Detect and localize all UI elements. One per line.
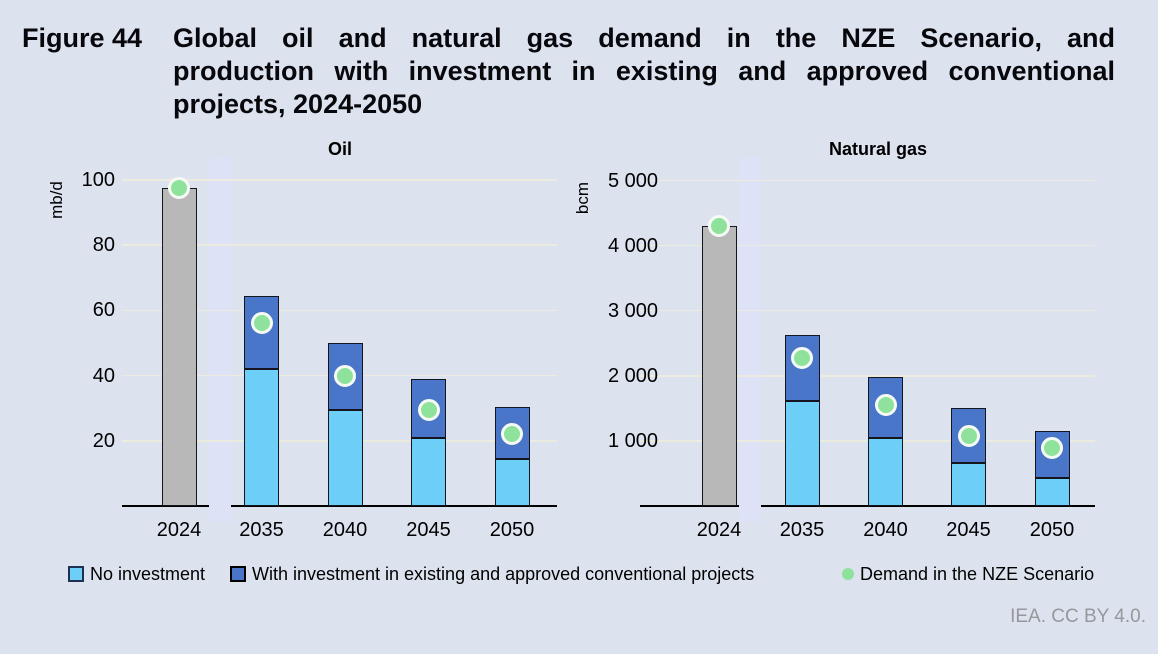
- oil-2035-no-investment-bar: [244, 369, 279, 506]
- oil-x-tick-label-2050: 2050: [489, 519, 535, 541]
- oil-y-tick-label: 20: [92, 429, 115, 452]
- oil-2050-no-investment-bar: [494, 458, 530, 506]
- natural-gas-2040-demand-dot-icon: [874, 394, 897, 417]
- natural-gas-2040-no-investment-bar: [868, 438, 903, 506]
- oil-y-tick-label: 60: [92, 299, 115, 322]
- figure-title-line-2: production with investment in existing a…: [173, 56, 1115, 86]
- oil-y-tick-label: 80: [92, 234, 115, 257]
- natural-gas-gridline: [640, 244, 1095, 247]
- with-investment-swatch-icon: [230, 566, 246, 582]
- natural-gas-2035-demand-dot-icon: [791, 346, 813, 369]
- demand-dot-icon: [842, 568, 854, 580]
- figure-title-line-3: projects, 2024-2050: [173, 89, 423, 119]
- natural-gas-2045-with-investment-bar: [951, 408, 986, 464]
- oil-x-tick-label-2040: 2040: [322, 519, 368, 541]
- natural-gas-x-tick-label-2040: 2040: [863, 519, 908, 541]
- oil-gridline: [122, 244, 557, 246]
- natural-gas-2045-no-investment-bar: [951, 463, 986, 506]
- figure-title-line-1: Global oil and natural gas demand in the…: [173, 23, 1115, 53]
- natural-gas-2035-no-investment-bar: [784, 400, 820, 506]
- oil-2024-production-bar: [161, 188, 197, 506]
- natural-gas-2024-production-bar: [701, 226, 737, 506]
- natural-gas-x-axis: [640, 505, 739, 507]
- oil-x-tick-label-2045: 2045: [406, 519, 451, 541]
- oil-x-axis: [122, 505, 209, 507]
- natural-gas-2050-demand-dot-icon: [1041, 437, 1063, 460]
- legend-label-with-investment: With investment in existing and approved…: [252, 563, 755, 584]
- natural-gas-2050-no-investment-bar: [1034, 478, 1070, 506]
- natural-gas-gridline: [640, 440, 1095, 442]
- legend-item-no-investment: No investment: [68, 563, 205, 585]
- oil-y-tick-label: 100: [81, 169, 115, 191]
- natural-gas-gridline: [640, 309, 1095, 312]
- oil-2040-no-investment-bar: [327, 409, 363, 506]
- oil-2024-demand-dot-icon: [168, 177, 190, 200]
- natural-gas-y-axis-unit-label: bcm: [573, 181, 592, 215]
- natural-gas-panel-title: Natural gas: [828, 139, 928, 159]
- legend-label-no-investment: No investment: [90, 563, 206, 584]
- natural-gas-y-tick-label: 3 000: [607, 299, 658, 322]
- oil-gridline: [122, 309, 557, 312]
- legend-item-demand: Demand in the NZE Scenario: [842, 563, 1094, 585]
- oil-x-tick-label-2024: 2024: [156, 519, 202, 541]
- natural-gas-gridline: [640, 179, 1095, 182]
- natural-gas-y-tick-label: 2 000: [607, 364, 658, 387]
- oil-y-axis-unit-label: mb/d: [47, 181, 66, 219]
- natural-gas-gridline: [640, 375, 1095, 377]
- natural-gas-x-tick-label-2035: 2035: [779, 519, 825, 541]
- legend: No investment With investment in existin…: [0, 563, 1158, 585]
- oil-2045-no-investment-bar: [411, 437, 446, 506]
- figure-title: Global oil and natural gas demand in the…: [173, 22, 1115, 121]
- natural-gas-x-axis: [761, 505, 1095, 507]
- natural-gas-2045-demand-dot-icon: [957, 424, 980, 447]
- natural-gas-x-tick-label-2050: 2050: [1029, 519, 1075, 541]
- natural-gas-period-separator-band: [739, 157, 761, 522]
- page-bottom-margin: [0, 654, 1158, 664]
- oil-x-axis: [231, 505, 557, 507]
- oil-2035-with-investment-bar: [244, 295, 279, 370]
- oil-x-tick-label-2035: 2035: [239, 519, 284, 541]
- oil-gridline: [122, 179, 557, 181]
- natural-gas-y-tick-label: 5 000: [607, 169, 658, 192]
- license-text: IEA. CC BY 4.0.: [1010, 606, 1146, 627]
- oil-y-tick-label: 40: [92, 364, 115, 387]
- natural-gas-y-tick-label: 1 000: [607, 429, 658, 452]
- natural-gas-2024-demand-dot-icon: [708, 215, 730, 238]
- legend-item-with-investment: With investment in existing and approved…: [230, 563, 754, 585]
- natural-gas-y-tick-label: 4 000: [607, 234, 658, 257]
- natural-gas-x-tick-label-2045: 2045: [946, 519, 991, 541]
- oil-panel-title: Oil: [327, 139, 352, 159]
- figure-label: Figure 44: [22, 23, 143, 53]
- oil-2050-demand-dot-icon: [501, 423, 523, 446]
- no-investment-swatch-icon: [68, 566, 84, 582]
- legend-label-demand: Demand in the NZE Scenario: [860, 563, 1095, 584]
- oil-period-separator-band: [209, 157, 231, 522]
- oil-2040-demand-dot-icon: [334, 364, 356, 387]
- natural-gas-x-tick-label-2024: 2024: [696, 519, 742, 541]
- oil-2045-demand-dot-icon: [417, 398, 440, 421]
- oil-2035-demand-dot-icon: [250, 312, 273, 335]
